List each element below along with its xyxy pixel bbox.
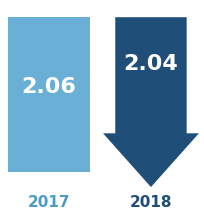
Text: 2018: 2018 [130,195,172,210]
FancyBboxPatch shape [8,17,90,172]
Text: 2.04: 2.04 [124,54,178,75]
Polygon shape [103,17,199,187]
Text: 2.06: 2.06 [22,77,76,97]
Text: 2017: 2017 [28,195,70,210]
